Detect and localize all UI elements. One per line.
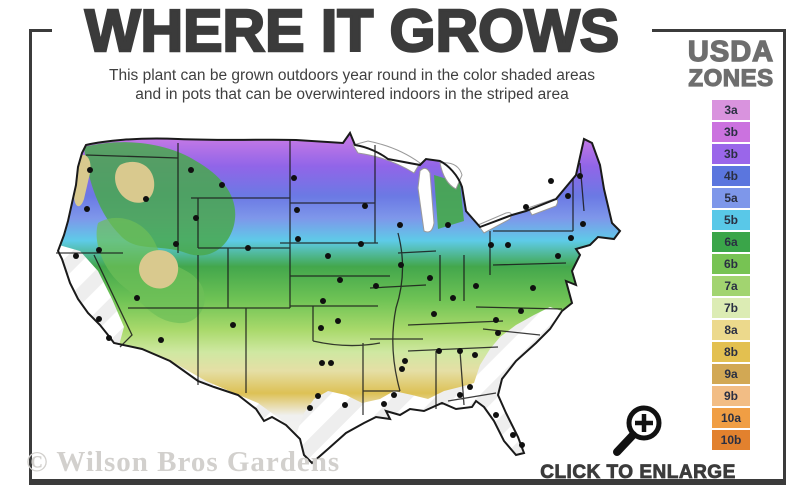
zone-swatch-label: 7a [724,279,738,293]
zone-swatch-label: 3b [723,125,738,139]
zone-swatch-3b: 3b [712,122,750,142]
state-borders [56,140,585,415]
zone-swatch-6a: 6a [712,232,750,252]
zone-swatch-10a: 10a [712,408,750,428]
zone-swatch-label: 9a [724,367,738,381]
zone-swatch-6b: 6b [712,254,750,274]
zone-swatch-4b: 4b [712,166,750,186]
zone-swatch-9a: 9a [712,364,750,384]
watermark: © Wilson Bros Gardens [26,446,341,478]
enlarge-label[interactable]: CLICK TO ENLARGE [540,462,736,484]
grow-location-dots [73,167,586,448]
zone-swatch-label: 8b [723,345,738,359]
zone-swatch-label: 6a [724,235,738,249]
zone-swatch-label: 9b [723,389,738,403]
zone-swatch-label: 5a [724,191,738,205]
zone-swatch-3a: 3a [712,100,750,120]
legend-title-usda: USDA [687,36,775,68]
zone-swatch-8b: 8b [712,342,750,362]
zone-swatch-label: 8a [724,323,738,337]
magnifier-plus-icon[interactable] [608,402,668,460]
lake-michigan [417,167,435,233]
great-basin-tan-patch [139,250,179,289]
zone-swatch-3b: 3b [712,144,750,164]
usda-zones-legend: USDA ZONES 3a 3b 3b 4b 5a 5b 6a 6b 7a 7b 8a 8b 9a 9b 1… [683,36,779,450]
zone-swatch-label: 3a [724,103,738,117]
subtitle-line-1: This plant can be grown outdoors year ro… [109,67,595,84]
zone-swatch-label: 10a [720,411,742,425]
zone-swatch-label: 3b [723,147,738,161]
zone-swatch-9b: 9b [712,386,750,406]
zone-swatch-label: 5b [723,213,738,227]
zone-swatch-7a: 7a [712,276,750,296]
page-title: WHERE IT GROWS [84,0,621,64]
zone-swatch-label: 10b [720,433,742,447]
zone-swatch-8a: 8a [712,320,750,340]
zone-swatch-label: 4b [723,169,738,183]
zone-swatch-10b: 10b [712,430,750,450]
zone-swatch-label: 7b [723,301,738,315]
legend-title-zones: ZONES [688,65,774,92]
striped-overwinter-zone [58,243,562,463]
title-block: WHERE IT GROWS This plant can be grown o… [52,0,652,111]
subtitle-line-2: and in pots that can be overwintered ind… [135,86,569,104]
zone-swatch-5b: 5b [712,210,750,230]
zone-chip-list: 3a 3b 3b 4b 5a 5b 6a 6b 7a 7b 8a 8b 9a 9b 10a 10b [683,100,779,450]
usda-zone-map[interactable] [28,103,668,475]
subtitle: This plant can be grown outdoors year ro… [52,66,652,105]
columbia-basin-tan-patch [115,161,155,203]
map-container [28,103,668,480]
zone-swatch-7b: 7b [712,298,750,318]
click-to-enlarge-button[interactable]: CLICK TO ENLARGE [538,402,738,484]
zone-swatch-5a: 5a [712,188,750,208]
zone-swatch-label: 6b [723,257,738,271]
